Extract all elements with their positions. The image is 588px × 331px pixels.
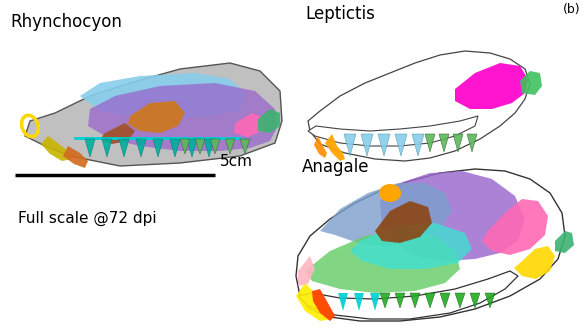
Polygon shape: [314, 136, 327, 158]
Text: Leptictis: Leptictis: [305, 5, 375, 23]
Polygon shape: [514, 246, 555, 279]
Polygon shape: [361, 134, 373, 156]
Ellipse shape: [379, 184, 401, 202]
Polygon shape: [482, 199, 548, 255]
Polygon shape: [41, 136, 72, 161]
Polygon shape: [63, 146, 88, 168]
Polygon shape: [467, 134, 477, 152]
Polygon shape: [439, 134, 449, 152]
Polygon shape: [88, 83, 278, 151]
Polygon shape: [410, 293, 420, 308]
Polygon shape: [298, 256, 315, 286]
Polygon shape: [240, 139, 250, 154]
Polygon shape: [210, 139, 220, 154]
Polygon shape: [354, 293, 364, 311]
Text: (b): (b): [562, 3, 580, 16]
Polygon shape: [440, 293, 450, 308]
Polygon shape: [320, 183, 452, 246]
Polygon shape: [85, 139, 95, 157]
Text: Rhynchocyon: Rhynchocyon: [10, 13, 122, 31]
Polygon shape: [308, 116, 478, 146]
Text: Anagale: Anagale: [302, 158, 369, 176]
Polygon shape: [180, 139, 190, 154]
Polygon shape: [453, 134, 463, 152]
Polygon shape: [225, 139, 235, 154]
Polygon shape: [308, 51, 530, 161]
Polygon shape: [153, 139, 163, 157]
Polygon shape: [325, 134, 345, 161]
Polygon shape: [298, 271, 518, 319]
Polygon shape: [128, 101, 185, 133]
Polygon shape: [344, 134, 356, 156]
Polygon shape: [455, 63, 528, 109]
Polygon shape: [378, 134, 390, 156]
Polygon shape: [296, 169, 565, 321]
Polygon shape: [25, 63, 282, 166]
Text: 5cm: 5cm: [220, 154, 253, 169]
Polygon shape: [305, 231, 460, 293]
Polygon shape: [380, 293, 390, 308]
Polygon shape: [425, 293, 435, 308]
Polygon shape: [395, 293, 405, 308]
Polygon shape: [296, 283, 332, 321]
Polygon shape: [100, 123, 135, 144]
Text: Full scale @72 dpi: Full scale @72 dpi: [18, 211, 156, 226]
Polygon shape: [102, 139, 112, 157]
Polygon shape: [187, 139, 197, 157]
Polygon shape: [80, 73, 245, 119]
Polygon shape: [412, 134, 424, 156]
Polygon shape: [195, 139, 205, 154]
Polygon shape: [455, 293, 465, 308]
Polygon shape: [258, 109, 280, 133]
Polygon shape: [395, 134, 407, 156]
Polygon shape: [312, 289, 335, 321]
Polygon shape: [470, 293, 480, 308]
Polygon shape: [119, 139, 129, 157]
Polygon shape: [370, 293, 380, 311]
Polygon shape: [520, 71, 542, 95]
Polygon shape: [380, 171, 525, 261]
Polygon shape: [234, 113, 265, 137]
Polygon shape: [425, 134, 435, 152]
Polygon shape: [204, 139, 214, 157]
Polygon shape: [350, 223, 472, 269]
Polygon shape: [170, 139, 180, 157]
Polygon shape: [555, 231, 574, 253]
Polygon shape: [338, 293, 348, 311]
Polygon shape: [375, 201, 432, 243]
Polygon shape: [136, 139, 146, 157]
Polygon shape: [485, 293, 495, 308]
